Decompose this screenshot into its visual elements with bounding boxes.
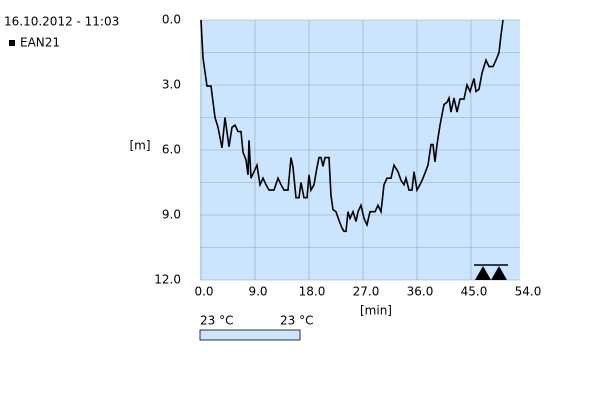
marker-triangle [491, 266, 507, 280]
y-tick-label: 0.0 [162, 13, 181, 27]
x-tick-label: 54.0 [515, 285, 542, 299]
y-tick-label: 9.0 [162, 208, 181, 222]
y-tick-label: 6.0 [162, 143, 181, 157]
temperature-label: 23 °C [200, 314, 233, 328]
x-tick-label: 9.0 [248, 285, 267, 299]
temperature-bar [199, 329, 301, 341]
temperature-label: 23 °C [280, 314, 313, 328]
x-tick-label: 0.0 [194, 285, 213, 299]
legend-marker [9, 40, 15, 46]
data-line [200, 19, 504, 233]
y-tick-label: 12.0 [154, 273, 181, 287]
x-tick-label: 36.0 [407, 285, 434, 299]
y-tick-label: 3.0 [162, 78, 181, 92]
marker-triangle [475, 266, 491, 280]
legend-title: 16.10.2012 - 11:03 [4, 15, 119, 29]
legend-label: EAN21 [20, 36, 60, 50]
x-tick-label: 27.0 [353, 285, 380, 299]
y-axis-label: [m] [129, 139, 150, 153]
x-axis-label: [min] [360, 304, 392, 318]
x-tick-label: 45.0 [461, 285, 488, 299]
x-tick-label: 18.0 [299, 285, 326, 299]
